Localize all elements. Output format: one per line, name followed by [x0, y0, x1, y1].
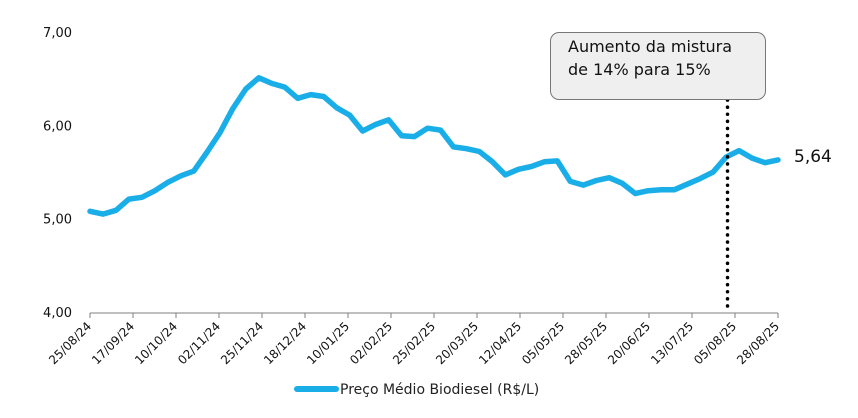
legend-label-biodiesel: Preço Médio Biodiesel (R$/L) [340, 382, 539, 398]
x-tick-label: 02/11/24 [175, 319, 223, 367]
series-line-biodiesel [87, 75, 781, 217]
x-tick-label: 05/05/25 [519, 319, 567, 367]
series-group [87, 75, 781, 217]
y-tick-label: 5,00 [43, 213, 72, 228]
x-tick-label: 10/01/25 [304, 319, 352, 367]
x-axis: 25/08/2417/09/2410/10/2402/11/2425/11/24… [46, 312, 782, 367]
legend: Preço Médio Biodiesel (R$/L) [294, 382, 539, 398]
x-tick-label: 28/08/25 [734, 319, 782, 367]
x-tick-label: 12/04/25 [476, 319, 524, 367]
x-tick-label: 20/06/25 [605, 319, 653, 367]
y-tick-label: 7,00 [43, 26, 72, 41]
x-tick-label: 13/07/25 [648, 319, 696, 367]
x-tick-label: 25/02/25 [390, 319, 438, 367]
x-tick-label: 10/10/24 [132, 319, 180, 367]
x-tick-label: 25/11/24 [218, 319, 266, 367]
annotation-box: Aumento da mistura de 14% para 15% [550, 32, 766, 100]
x-tick-label: 02/02/25 [347, 319, 395, 367]
end-value-label: 5,64 [794, 147, 832, 167]
x-tick-label: 20/03/25 [433, 319, 481, 367]
x-tick-label: 05/08/25 [691, 319, 739, 367]
x-tick-label: 25/08/24 [46, 319, 94, 367]
x-tick-label: 28/05/25 [562, 319, 610, 367]
y-tick-label: 4,00 [43, 306, 72, 321]
x-tick-label: 17/09/24 [89, 319, 137, 367]
y-tick-label: 6,00 [43, 119, 72, 134]
annotation-text: Aumento da mistura de 14% para 15% [568, 37, 733, 79]
x-tick-label: 18/12/24 [261, 319, 309, 367]
y-axis: 4,00 5,00 6,00 7,00 [43, 26, 72, 321]
